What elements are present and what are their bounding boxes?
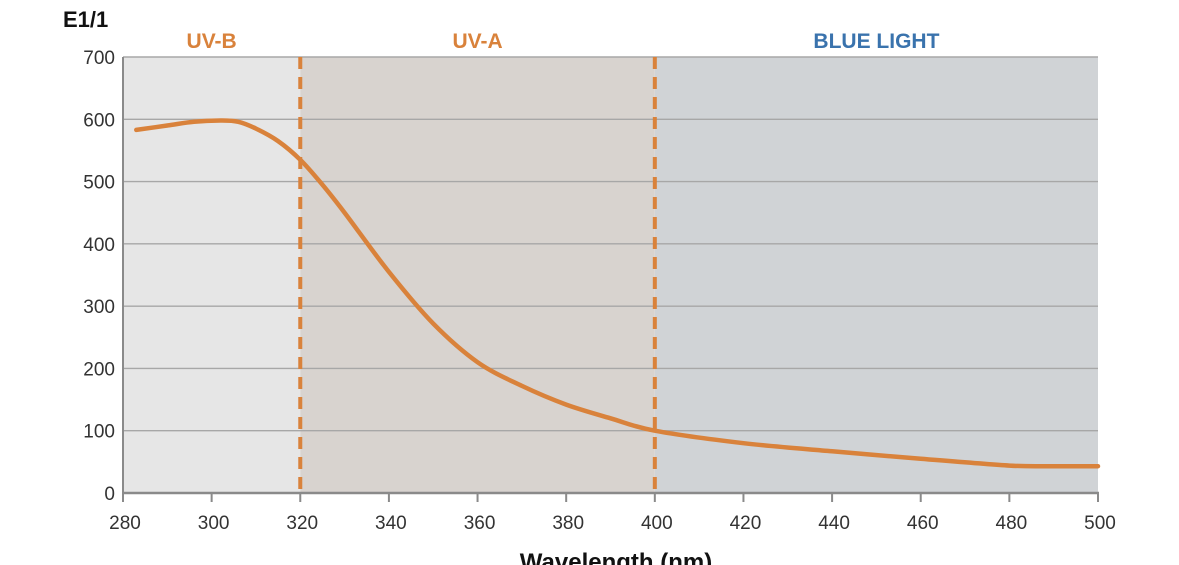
region-label-0: UV-B <box>187 30 237 53</box>
y-tick-label-6: 600 <box>83 110 115 131</box>
y-axis-title: E1/1 <box>63 7 108 32</box>
x-tick-label-8: 440 <box>818 513 850 534</box>
region-band-2 <box>654 57 1098 493</box>
x-tick-label-5: 380 <box>552 513 584 534</box>
grid-lines <box>123 56 1098 432</box>
series-layer <box>134 118 1101 469</box>
x-tick-label-3: 340 <box>375 513 407 534</box>
x-axis-title: Wavelength (nm) <box>520 549 712 565</box>
x-tick-label-2: 320 <box>286 513 318 534</box>
wavelength-regions <box>123 57 1098 493</box>
y-tick-label-3: 300 <box>83 297 115 318</box>
x-tick-label-4: 360 <box>464 513 496 534</box>
y-tick-label-2: 200 <box>83 359 115 380</box>
x-tick-label-6: 400 <box>641 513 673 534</box>
region-band-1 <box>300 57 655 493</box>
y-tick-label-1: 100 <box>83 422 115 443</box>
x-tick-label-9: 460 <box>907 513 939 534</box>
x-tick-label-11: 500 <box>1084 513 1116 534</box>
y-tick-label-5: 500 <box>83 173 115 194</box>
region-label-2: BLUE LIGHT <box>813 30 939 53</box>
axes <box>122 57 1099 502</box>
series-line-0 <box>134 118 1101 469</box>
x-tick-labels: 280 300 320 340 360 380 400 420 440 460 480 500 <box>109 513 1116 534</box>
y-tick-label-4: 400 <box>83 235 115 256</box>
x-tick-label-10: 480 <box>996 513 1028 534</box>
y-tick-label-7: 700 <box>83 48 115 69</box>
y-tick-label-0: 0 <box>104 484 115 505</box>
x-tick-label-0: 280 <box>109 513 141 534</box>
region-dividers <box>298 57 657 493</box>
x-tick-label-7: 420 <box>730 513 762 534</box>
y-tick-labels: 0 100 200 300 400 500 600 700 <box>83 48 115 505</box>
region-labels: UV-B UV-A BLUE LIGHT <box>187 30 940 53</box>
region-label-1: UV-A <box>452 30 502 53</box>
x-tick-label-1: 300 <box>198 513 230 534</box>
